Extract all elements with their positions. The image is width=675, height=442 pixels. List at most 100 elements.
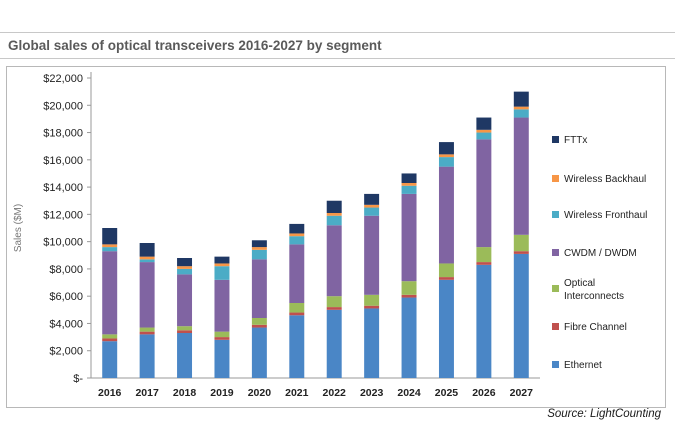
bar-fttx-2019 bbox=[214, 256, 230, 264]
bar-cwdm-dwdm-2026 bbox=[476, 139, 492, 248]
bar-ethernet-2022 bbox=[326, 309, 342, 378]
bar-wireless-fronthaul-2019 bbox=[214, 266, 230, 280]
y-tick-label: $18,000 bbox=[43, 128, 83, 140]
title-rule-bottom bbox=[0, 58, 675, 59]
y-tick-label: $10,000 bbox=[43, 237, 83, 249]
bar-optical-interconnects-2018 bbox=[177, 326, 193, 331]
y-tick-label: $20,000 bbox=[43, 100, 83, 112]
bar-cwdm-dwdm-2017 bbox=[139, 262, 155, 328]
y-axis-title: Sales ($M) bbox=[13, 204, 24, 252]
x-tick-label: 2020 bbox=[248, 387, 272, 399]
bar-wireless-fronthaul-2023 bbox=[364, 207, 380, 216]
x-tick-label: 2024 bbox=[397, 387, 421, 399]
legend-swatch-wireless-backhaul bbox=[552, 175, 559, 182]
y-tick-label: $14,000 bbox=[43, 182, 83, 194]
legend-label-fibre-channel: Fibre Channel bbox=[564, 322, 627, 333]
y-tick-label: $6,000 bbox=[49, 291, 83, 303]
bar-wireless-fronthaul-2018 bbox=[177, 268, 193, 275]
x-tick-label: 2018 bbox=[173, 387, 197, 399]
bar-wireless-fronthaul-2016 bbox=[102, 247, 118, 252]
legend-swatch-fttx bbox=[552, 136, 559, 143]
x-tick-label: 2025 bbox=[435, 387, 459, 399]
y-tick-label: $- bbox=[73, 373, 83, 385]
bar-ethernet-2023 bbox=[364, 308, 380, 378]
bar-wireless-fronthaul-2026 bbox=[476, 132, 492, 140]
bar-optical-interconnects-2026 bbox=[476, 247, 492, 263]
y-tick-label: $12,000 bbox=[43, 209, 83, 221]
bar-wireless-fronthaul-2020 bbox=[251, 249, 267, 260]
legend-swatch-fibre-channel bbox=[552, 323, 559, 330]
bar-cwdm-dwdm-2023 bbox=[364, 215, 380, 295]
bar-wireless-backhaul-2022 bbox=[326, 213, 342, 216]
bar-fibre-channel-2017 bbox=[139, 331, 155, 335]
bar-fibre-channel-2021 bbox=[289, 312, 305, 316]
bar-ethernet-2018 bbox=[177, 333, 193, 378]
legend-swatch-ethernet bbox=[552, 361, 559, 368]
bar-fttx-2020 bbox=[251, 240, 267, 248]
bar-wireless-fronthaul-2021 bbox=[289, 236, 305, 245]
bar-fttx-2024 bbox=[401, 173, 417, 183]
legend-label-cwdm-dwdm: CWDM / DWDM bbox=[564, 248, 637, 259]
bar-fttx-2025 bbox=[438, 142, 454, 155]
bar-wireless-backhaul-2026 bbox=[476, 129, 492, 133]
bar-cwdm-dwdm-2021 bbox=[289, 244, 305, 303]
x-tick-label: 2022 bbox=[323, 387, 347, 399]
bar-fibre-channel-2026 bbox=[476, 262, 492, 265]
bar-optical-interconnects-2019 bbox=[214, 331, 230, 338]
bar-fibre-channel-2020 bbox=[251, 324, 267, 328]
x-tick-label: 2026 bbox=[472, 387, 496, 399]
bar-ethernet-2017 bbox=[139, 334, 155, 378]
x-tick-label: 2023 bbox=[360, 387, 384, 399]
bar-wireless-backhaul-2027 bbox=[513, 106, 529, 110]
bar-wireless-backhaul-2020 bbox=[251, 247, 267, 250]
y-tick-label: $2,000 bbox=[49, 346, 83, 358]
bar-cwdm-dwdm-2018 bbox=[177, 274, 193, 327]
bar-optical-interconnects-2022 bbox=[326, 296, 342, 308]
bar-wireless-backhaul-2024 bbox=[401, 183, 417, 186]
bar-cwdm-dwdm-2019 bbox=[214, 279, 230, 332]
chart-title: Global sales of optical transceivers 201… bbox=[8, 38, 382, 53]
bar-wireless-backhaul-2017 bbox=[139, 256, 155, 260]
bar-wireless-fronthaul-2022 bbox=[326, 215, 342, 226]
bar-fibre-channel-2025 bbox=[438, 277, 454, 280]
bar-wireless-backhaul-2016 bbox=[102, 244, 118, 248]
bar-ethernet-2019 bbox=[214, 339, 230, 378]
bar-cwdm-dwdm-2025 bbox=[438, 166, 454, 264]
bar-fttx-2027 bbox=[513, 91, 529, 107]
legend-label-wireless-backhaul: Wireless Backhaul bbox=[564, 174, 646, 185]
bar-fttx-2022 bbox=[326, 200, 342, 213]
bar-cwdm-dwdm-2016 bbox=[102, 251, 118, 335]
bar-fibre-channel-2027 bbox=[513, 251, 529, 254]
bar-cwdm-dwdm-2027 bbox=[513, 117, 529, 235]
legend-label-wireless-fronthaul: Wireless Fronthaul bbox=[564, 210, 647, 221]
bar-fttx-2021 bbox=[289, 223, 305, 234]
y-tick-label: $16,000 bbox=[43, 155, 83, 167]
bar-wireless-fronthaul-2025 bbox=[438, 157, 454, 167]
bar-cwdm-dwdm-2022 bbox=[326, 225, 342, 297]
bar-ethernet-2026 bbox=[476, 264, 492, 378]
bar-ethernet-2024 bbox=[401, 297, 417, 378]
x-tick-label: 2021 bbox=[285, 387, 309, 399]
legend-label-fttx: FTTx bbox=[564, 135, 587, 146]
x-tick-label: 2027 bbox=[510, 387, 534, 399]
legend-label-ethernet: Ethernet bbox=[564, 360, 602, 371]
bar-cwdm-dwdm-2024 bbox=[401, 193, 417, 282]
bar-optical-interconnects-2021 bbox=[289, 303, 305, 313]
bar-optical-interconnects-2017 bbox=[139, 327, 155, 332]
bar-wireless-backhaul-2023 bbox=[364, 204, 380, 208]
bar-ethernet-2020 bbox=[251, 327, 267, 378]
bar-fibre-channel-2022 bbox=[326, 307, 342, 310]
bar-optical-interconnects-2027 bbox=[513, 234, 529, 252]
bar-ethernet-2025 bbox=[438, 279, 454, 378]
source-note: Source: LightCounting bbox=[547, 408, 661, 420]
bar-wireless-backhaul-2018 bbox=[177, 266, 193, 269]
bar-ethernet-2021 bbox=[289, 315, 305, 378]
bar-fttx-2017 bbox=[139, 243, 155, 257]
bar-wireless-fronthaul-2027 bbox=[513, 109, 529, 118]
legend-swatch-optical-interconnects bbox=[552, 285, 559, 292]
legend-swatch-cwdm-dwdm bbox=[552, 249, 559, 256]
bar-fibre-channel-2019 bbox=[214, 337, 230, 340]
x-tick-label: 2019 bbox=[210, 387, 234, 399]
bar-wireless-backhaul-2019 bbox=[214, 263, 230, 267]
